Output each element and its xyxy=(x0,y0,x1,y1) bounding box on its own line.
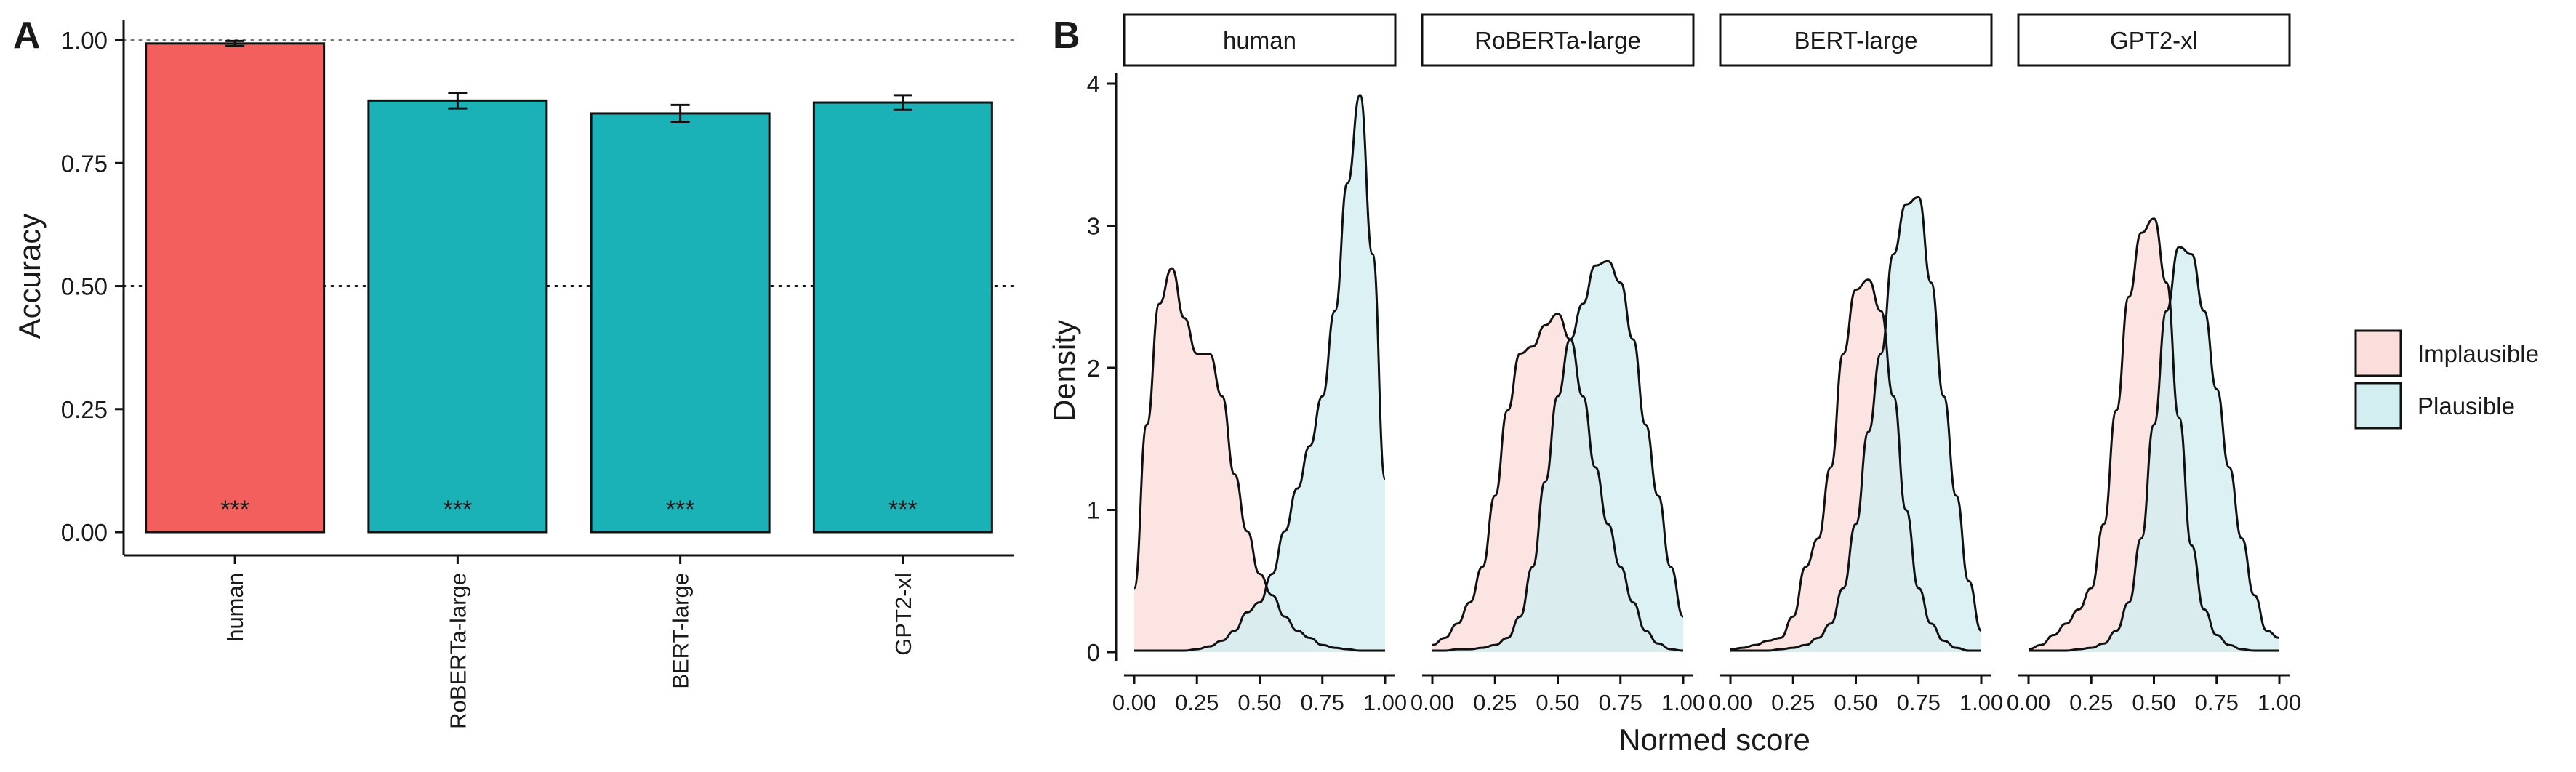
facet-BERT-large: BERT-large 0.00 0.25 0.50 0.75 1.00 xyxy=(1709,13,2003,715)
y-tick-label: 2 xyxy=(1087,355,1100,382)
x-tick-label: 0.25 xyxy=(1771,690,1815,715)
x-tick-label: BERT-large xyxy=(668,573,694,689)
x-tick-label: GPT2-xl xyxy=(891,573,916,656)
panel-label-a: A xyxy=(13,15,41,57)
x-tick-label: 0.75 xyxy=(1897,690,1941,715)
facet-strip xyxy=(1123,13,1397,67)
legend-swatch-implausible xyxy=(2354,329,2402,377)
y-tick-label: 0.25 xyxy=(61,396,108,423)
error-bar-BERT-large xyxy=(670,103,690,123)
x-tick-label: 1.00 xyxy=(1363,690,1407,715)
significance-label: *** xyxy=(444,496,473,523)
x-tick-label: 1.00 xyxy=(1959,690,2003,715)
density-line-implausible xyxy=(2028,217,2279,652)
density-area-implausible xyxy=(1134,268,1385,652)
significance-label: *** xyxy=(220,496,249,523)
panel-label-b: B xyxy=(1053,15,1080,57)
x-tick-label: 0.50 xyxy=(1536,690,1579,715)
facet-GPT2-xl: GPT2-xl 0.00 0.25 0.50 0.75 1.00 xyxy=(2007,13,2301,715)
density-area-plausible xyxy=(1134,95,1385,652)
density-line-implausible xyxy=(1432,313,1684,652)
x-tick-label: RoBERTa-large xyxy=(445,573,470,729)
error-bar-GPT2-xl xyxy=(893,94,912,111)
density-line-plausible xyxy=(2029,246,2280,652)
x-tick-label: 0.25 xyxy=(1175,690,1219,715)
density-area-plausible xyxy=(1432,261,1683,652)
x-tick-label: 1.00 xyxy=(1661,690,1705,715)
density-area-implausible xyxy=(1730,279,1981,652)
legend-label: Implausible xyxy=(2417,340,2539,367)
error-bar-human xyxy=(225,39,245,47)
y-tick-label: 0.50 xyxy=(61,273,108,300)
x-tick-label: 0.25 xyxy=(2069,690,2113,715)
x-tick-label: 0.00 xyxy=(1709,690,1752,715)
bar-GPT2-xl xyxy=(812,101,993,534)
y-axis-title: Accuracy xyxy=(12,214,47,339)
density-line-plausible xyxy=(1432,260,1685,652)
legend: Implausible Plausible xyxy=(2354,329,2539,430)
x-tick-label: 0.25 xyxy=(1473,690,1517,715)
x-tick-label: 0.50 xyxy=(1834,690,1877,715)
facet-strip-label: RoBERTa-large xyxy=(1474,27,1641,54)
facet-strip-label: BERT-large xyxy=(1794,27,1918,54)
panel-a-accuracy-bar-chart: A 0.00 0.25 0.50 0.75 1.00 Accuracy *** human ***… xyxy=(12,15,1016,729)
x-axis-title: Normed score xyxy=(1618,723,1810,757)
facet-strip-label: human xyxy=(1223,27,1296,54)
y-tick-label: 4 xyxy=(1087,71,1100,97)
x-tick-label: 0.00 xyxy=(2007,690,2050,715)
x-tick-label: human xyxy=(222,573,248,642)
density-area-plausible xyxy=(1730,197,1981,652)
density-line-implausible xyxy=(1730,278,1981,652)
y-tick-label: 3 xyxy=(1087,213,1100,240)
bar-BERT-large xyxy=(590,112,771,534)
x-tick-label: 0.50 xyxy=(1237,690,1281,715)
y-tick-label: 1.00 xyxy=(61,27,108,54)
facet-human: human 0.00 0.25 0.50 0.75 1.00 xyxy=(1112,13,1407,715)
bar-RoBERTa-large xyxy=(367,99,548,534)
facet-strip xyxy=(1719,13,1993,67)
x-tick-label: 0.50 xyxy=(2132,690,2175,715)
facet-strip xyxy=(1421,13,1695,67)
facet-RoBERTa-large: RoBERTa-large 0.00 0.25 0.50 0.75 1.00 xyxy=(1411,13,1705,715)
y-tick-label: 1 xyxy=(1087,497,1100,524)
x-tick-label: 0.00 xyxy=(1411,690,1454,715)
bar-human xyxy=(145,42,326,534)
x-tick-label: 1.00 xyxy=(2258,690,2301,715)
facet-strip-label: GPT2-xl xyxy=(2110,27,2198,54)
facet-strip xyxy=(2017,13,2291,67)
y-tick-label: 0 xyxy=(1087,639,1100,666)
density-line-implausible xyxy=(1133,267,1385,652)
significance-label: *** xyxy=(666,496,695,523)
error-bar-RoBERTa-large xyxy=(448,92,468,110)
x-tick-label: 0.75 xyxy=(2195,690,2239,715)
y-axis-title: Density xyxy=(1047,320,1081,422)
x-tick-label: 0.00 xyxy=(1112,690,1156,715)
significance-label: *** xyxy=(888,496,918,523)
legend-swatch-plausible xyxy=(2354,382,2402,430)
y-tick-label: 0.75 xyxy=(61,150,108,177)
x-tick-label: 0.75 xyxy=(1599,690,1642,715)
density-line-plausible xyxy=(1730,196,1983,652)
density-area-plausible xyxy=(2029,246,2279,652)
legend-label: Plausible xyxy=(2417,393,2515,419)
x-tick-label: 0.75 xyxy=(1301,690,1344,715)
y-tick-label: 0.00 xyxy=(61,519,108,546)
density-line-plausible xyxy=(1134,94,1387,652)
